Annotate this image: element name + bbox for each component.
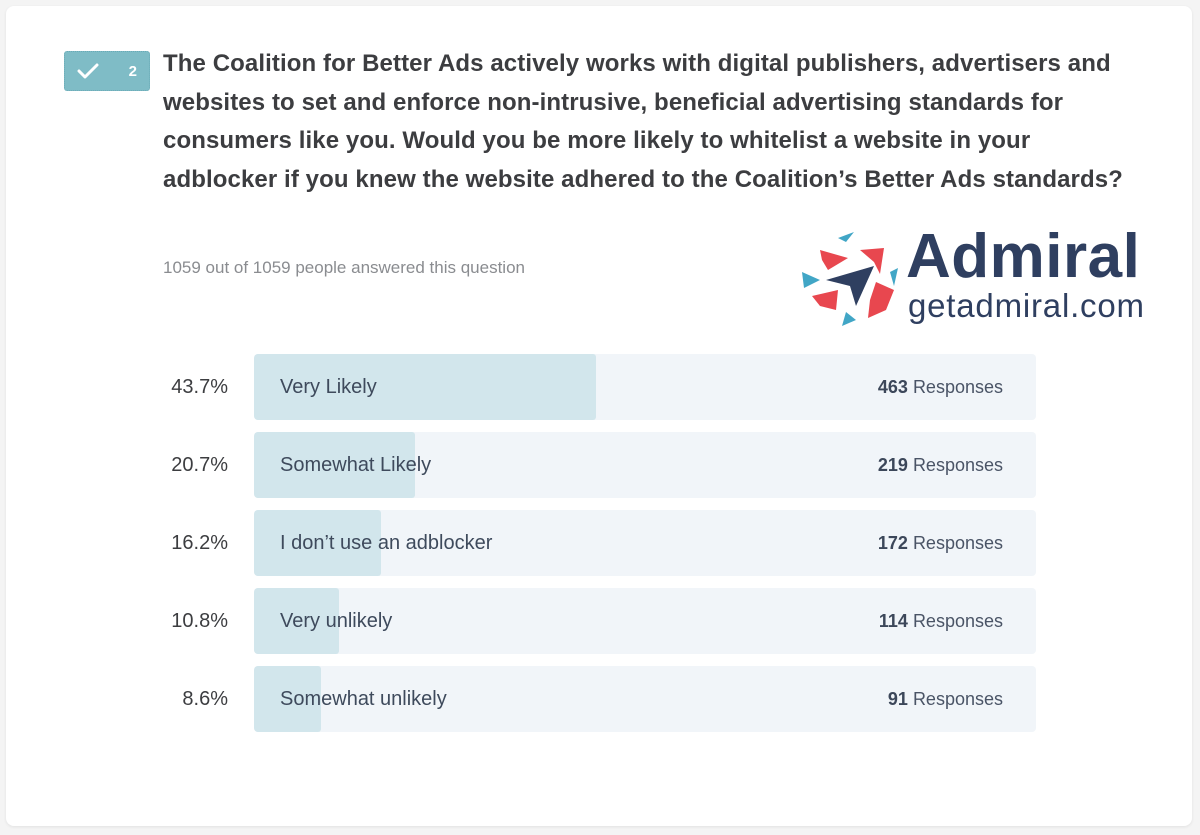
admiral-mark-icon bbox=[798, 228, 898, 333]
answer-percent: 20.7% bbox=[171, 454, 228, 476]
question-number: 2 bbox=[128, 62, 137, 80]
answer-row: 43.7% Very Likely 463 Responses bbox=[0, 354, 1200, 420]
answer-count: 172 Responses bbox=[877, 533, 1003, 553]
answer-percent: 43.7% bbox=[171, 376, 228, 398]
answer-label: Somewhat Likely bbox=[280, 454, 432, 476]
answer-bar-fill bbox=[254, 510, 381, 576]
answer-bar: Somewhat Likely 219 Responses bbox=[254, 432, 1036, 498]
answer-bar: Very Likely 463 Responses bbox=[254, 354, 1036, 420]
answer-bar-fill bbox=[254, 354, 596, 420]
answer-row: 20.7% Somewhat Likely 219 Responses bbox=[0, 432, 1200, 498]
answer-label: I don’t use an adblocker bbox=[280, 532, 493, 554]
answer-label: Somewhat unlikely bbox=[280, 688, 447, 710]
answer-count: 91 Responses bbox=[887, 689, 1003, 709]
answer-row: 8.6% Somewhat unlikely 91 Responses bbox=[0, 666, 1200, 732]
question-text: The Coalition for Better Ads actively wo… bbox=[163, 50, 1123, 193]
admiral-logo: Admiral getadmiral.com bbox=[798, 222, 1168, 328]
check-icon bbox=[77, 62, 99, 80]
answer-label: Very Likely bbox=[280, 376, 377, 398]
answer-bar-fill bbox=[254, 588, 339, 654]
answer-bar-fill bbox=[254, 666, 321, 732]
answer-bar-fill bbox=[254, 432, 415, 498]
answer-count: 219 Responses bbox=[877, 455, 1003, 475]
answer-count: 463 Responses bbox=[877, 377, 1003, 397]
logo-url: getadmiral.com bbox=[908, 287, 1145, 324]
answer-percent: 10.8% bbox=[171, 610, 228, 632]
answer-bar: Somewhat unlikely 91 Responses bbox=[254, 666, 1036, 732]
answer-count: 114 Responses bbox=[878, 611, 1003, 631]
answer-percent: 16.2% bbox=[171, 532, 228, 554]
answer-bar: I don’t use an adblocker 172 Responses bbox=[254, 510, 1036, 576]
answer-row: 10.8% Very unlikely 114 Responses bbox=[0, 588, 1200, 654]
answered-count: 1059 out of 1059 people answered this qu… bbox=[163, 258, 525, 277]
answer-label: Very unlikely bbox=[280, 610, 393, 632]
question-badge: 2 bbox=[64, 51, 150, 91]
answer-row: 16.2% I don’t use an adblocker 172 Respo… bbox=[0, 510, 1200, 576]
logo-wordmark: Admiral bbox=[906, 222, 1141, 291]
answer-percent: 8.6% bbox=[182, 688, 228, 710]
answer-bar: Very unlikely 114 Responses bbox=[254, 588, 1036, 654]
